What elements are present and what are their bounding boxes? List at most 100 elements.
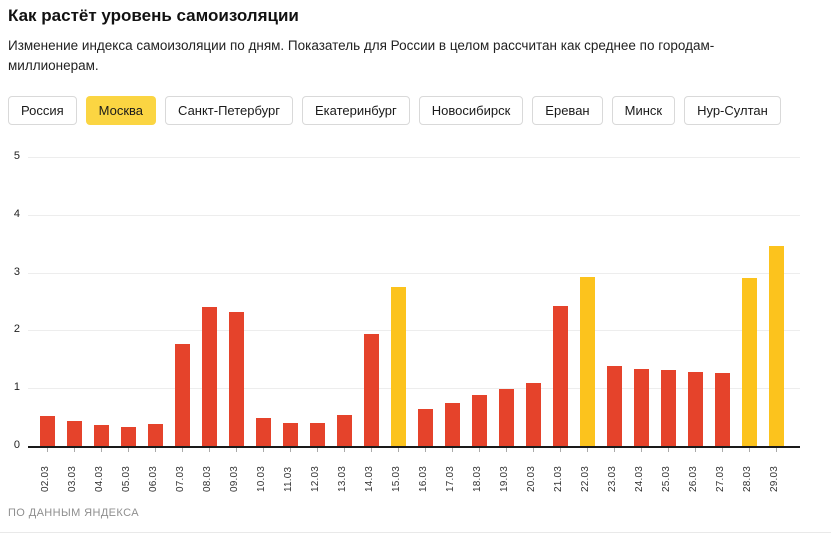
x-axis-label: 03.03 bbox=[67, 465, 78, 492]
x-axis-tick bbox=[74, 448, 75, 452]
y-axis-label: 4 bbox=[13, 207, 20, 220]
bar-03.03[interactable] bbox=[67, 421, 82, 446]
x-axis-tick bbox=[425, 448, 426, 452]
x-axis-tick bbox=[614, 448, 615, 452]
x-axis-tick bbox=[236, 448, 237, 452]
bar-07.03[interactable] bbox=[175, 344, 190, 446]
x-axis-label: 16.03 bbox=[418, 465, 429, 492]
plot-area bbox=[28, 157, 800, 448]
x-axis-tick bbox=[155, 448, 156, 452]
x-axis-label: 23.03 bbox=[607, 465, 618, 492]
bar-15.03[interactable] bbox=[391, 287, 406, 446]
tab-minsk[interactable]: Минск bbox=[611, 96, 676, 125]
x-axis-label: 07.03 bbox=[175, 465, 186, 492]
tab-russia[interactable]: Россия bbox=[8, 96, 77, 125]
bar-18.03[interactable] bbox=[472, 395, 487, 446]
x-axis-label: 06.03 bbox=[148, 465, 159, 492]
x-axis-label: 02.03 bbox=[40, 465, 51, 492]
bar-23.03[interactable] bbox=[607, 366, 622, 446]
bar-02.03[interactable] bbox=[40, 416, 55, 446]
bar-27.03[interactable] bbox=[715, 373, 730, 446]
tab-yerevan[interactable]: Ереван bbox=[532, 96, 603, 125]
x-axis-label: 25.03 bbox=[661, 465, 672, 492]
chart-subtitle: Изменение индекса самоизоляции по дням. … bbox=[8, 38, 715, 73]
bar-19.03[interactable] bbox=[499, 389, 514, 446]
tab-moscow[interactable]: Москва bbox=[85, 96, 157, 125]
gridline-y1 bbox=[28, 388, 800, 390]
x-axis-label: 15.03 bbox=[391, 465, 402, 492]
gridline-y5 bbox=[28, 157, 800, 158]
x-axis-label: 12.03 bbox=[310, 465, 321, 492]
x-axis-label: 09.03 bbox=[229, 465, 240, 492]
x-axis-tick bbox=[263, 448, 264, 452]
x-axis-tick bbox=[695, 448, 696, 452]
x-axis-label: 27.03 bbox=[715, 465, 726, 492]
x-axis-tick bbox=[182, 448, 183, 452]
x-axis-tick bbox=[506, 448, 507, 452]
bar-14.03[interactable] bbox=[364, 334, 379, 446]
bar-20.03[interactable] bbox=[526, 383, 541, 446]
tab-ekaterinburg[interactable]: Екатеринбург bbox=[302, 96, 410, 125]
x-axis-label: 14.03 bbox=[364, 465, 375, 492]
tab-novosibirsk[interactable]: Новосибирск bbox=[418, 96, 524, 125]
city-tabs: Россия Москва Санкт-Петербург Екатеринбург Н… bbox=[8, 96, 781, 125]
x-axis-label: 26.03 bbox=[688, 465, 699, 492]
bar-24.03[interactable] bbox=[634, 369, 649, 446]
x-axis-label: 21.03 bbox=[553, 465, 564, 492]
bar-04.03[interactable] bbox=[94, 425, 109, 446]
x-axis-label: 29.03 bbox=[769, 465, 780, 492]
x-axis-label: 13.03 bbox=[337, 465, 348, 492]
x-axis-label: 11.03 bbox=[283, 466, 294, 492]
bar-11.03[interactable] bbox=[283, 423, 298, 446]
y-axis-label: 5 bbox=[13, 150, 20, 162]
bar-28.03[interactable] bbox=[742, 278, 757, 446]
bar-26.03[interactable] bbox=[688, 372, 703, 446]
x-axis-tick bbox=[371, 448, 372, 452]
data-source-note: ПО ДАННЫМ ЯНДЕКСА bbox=[8, 507, 139, 519]
x-axis-tick bbox=[776, 448, 777, 452]
bottom-divider bbox=[0, 532, 831, 533]
bar-21.03[interactable] bbox=[553, 306, 568, 446]
gridline-y2 bbox=[28, 330, 800, 332]
x-axis-tick bbox=[722, 448, 723, 452]
x-axis-tick bbox=[479, 448, 480, 452]
bar-22.03[interactable] bbox=[580, 277, 595, 446]
x-axis-tick bbox=[128, 448, 129, 452]
bar-06.03[interactable] bbox=[148, 424, 163, 446]
y-axis-label: 2 bbox=[13, 323, 20, 336]
bar-13.03[interactable] bbox=[337, 415, 352, 446]
y-axis-label: 1 bbox=[13, 381, 20, 394]
bar-29.03[interactable] bbox=[769, 246, 784, 446]
x-axis-label: 28.03 bbox=[742, 465, 753, 492]
bar-17.03[interactable] bbox=[445, 403, 460, 446]
x-axis-label: 08.03 bbox=[202, 465, 213, 492]
gridline-y3 bbox=[28, 272, 800, 274]
tab-saint-petersburg[interactable]: Санкт-Петербург bbox=[165, 96, 293, 125]
bar-16.03[interactable] bbox=[418, 409, 433, 446]
bar-05.03[interactable] bbox=[121, 427, 136, 446]
bar-12.03[interactable] bbox=[310, 423, 325, 446]
bar-25.03[interactable] bbox=[661, 370, 676, 446]
y-axis-label: 0 bbox=[13, 439, 20, 451]
x-axis-label: 19.03 bbox=[499, 465, 510, 492]
x-axis-tick bbox=[290, 448, 291, 452]
tab-nur-sultan[interactable]: Нур-Султан bbox=[684, 96, 781, 125]
x-axis-label: 22.03 bbox=[580, 465, 591, 492]
bar-08.03[interactable] bbox=[202, 307, 217, 446]
x-axis-tick bbox=[209, 448, 210, 452]
x-axis-tick bbox=[749, 448, 750, 452]
x-axis-tick bbox=[317, 448, 318, 452]
x-axis-label: 10.03 bbox=[256, 465, 267, 492]
gridline-y4 bbox=[28, 214, 800, 216]
x-axis-label: 04.03 bbox=[94, 465, 105, 492]
x-axis-label: 20.03 bbox=[526, 465, 537, 492]
x-axis-line bbox=[28, 446, 800, 448]
x-axis-tick bbox=[47, 448, 48, 452]
x-axis-label: 05.03 bbox=[121, 465, 132, 492]
page-title: Как растёт уровень самоизоляции bbox=[8, 6, 299, 25]
bar-10.03[interactable] bbox=[256, 418, 271, 446]
bar-09.03[interactable] bbox=[229, 312, 244, 446]
x-axis-tick bbox=[641, 448, 642, 452]
